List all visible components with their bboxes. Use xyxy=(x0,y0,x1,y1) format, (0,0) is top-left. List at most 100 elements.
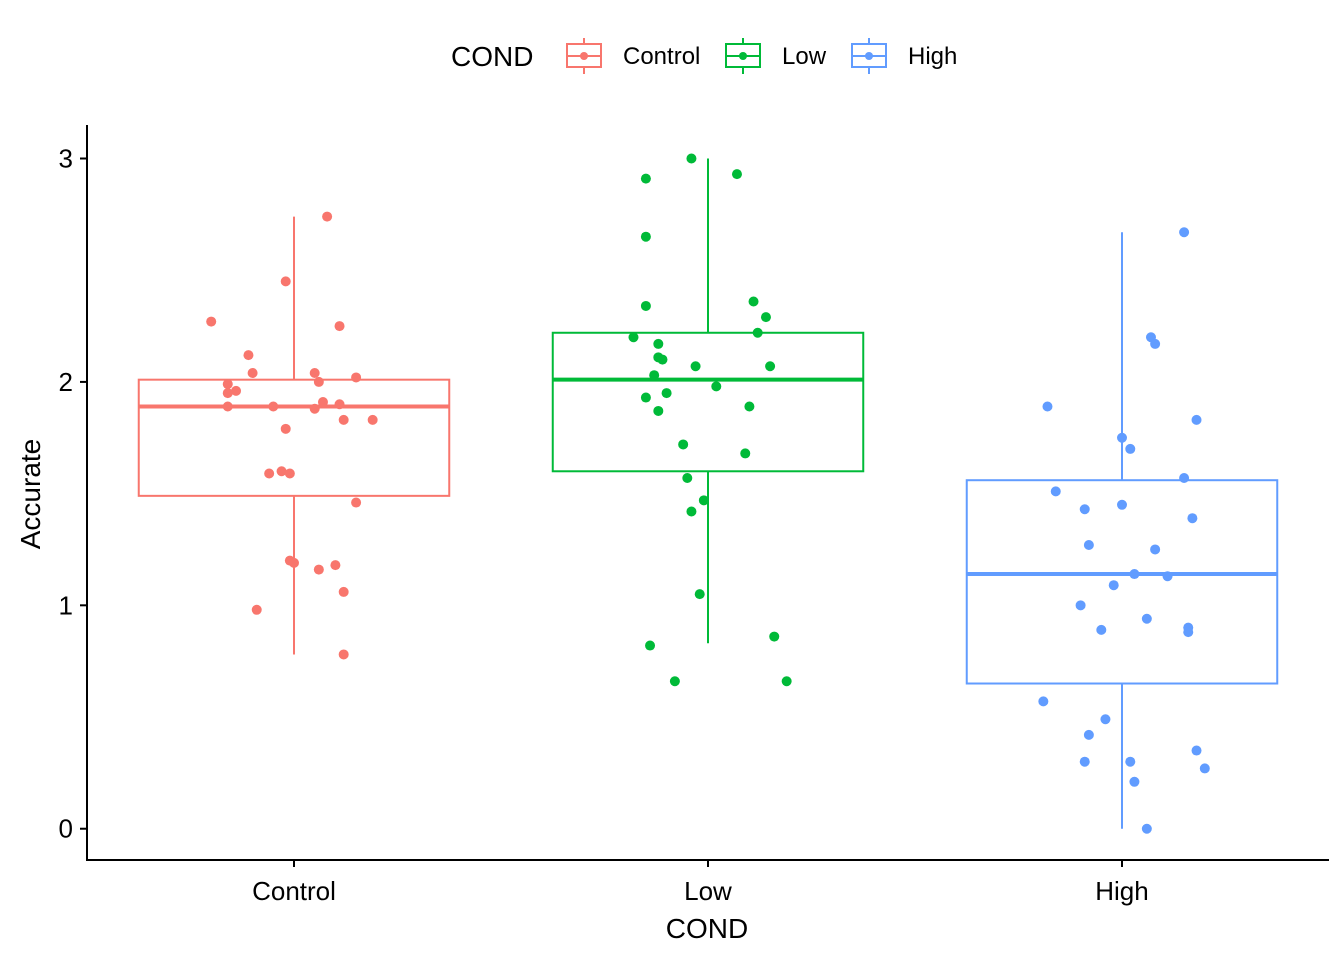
boxes-layer xyxy=(137,158,1279,829)
data-point xyxy=(1117,432,1127,443)
data-point xyxy=(338,414,349,425)
data-point xyxy=(222,401,233,412)
box-high xyxy=(965,232,1279,829)
data-point xyxy=(1191,745,1202,756)
data-point xyxy=(309,403,320,414)
data-point xyxy=(338,649,349,660)
data-point xyxy=(1150,544,1161,555)
data-point xyxy=(694,589,705,600)
data-point xyxy=(678,439,689,450)
legend-item-high: High xyxy=(851,38,957,74)
points-high xyxy=(1038,227,1210,834)
data-point xyxy=(781,676,792,687)
axes: 0 1 2 3 Control Low High xyxy=(59,125,1329,906)
legend-label: High xyxy=(908,43,957,70)
data-point xyxy=(1100,714,1111,725)
data-point xyxy=(330,560,341,571)
data-point xyxy=(640,173,651,184)
data-point xyxy=(1183,627,1194,638)
data-point xyxy=(686,506,697,517)
box-iqr xyxy=(965,479,1279,685)
data-point xyxy=(280,423,291,434)
data-point xyxy=(222,379,233,390)
data-point xyxy=(322,211,333,222)
data-point xyxy=(334,399,345,410)
data-point xyxy=(661,388,672,399)
y-tick-label: 1 xyxy=(59,590,73,620)
data-point xyxy=(1199,763,1210,774)
data-point xyxy=(351,372,362,383)
y-axis-title: Accurate xyxy=(15,439,46,550)
legend-label: Low xyxy=(782,43,827,70)
data-point xyxy=(334,321,345,332)
data-point xyxy=(1079,504,1090,515)
data-point xyxy=(247,367,258,378)
data-point xyxy=(1083,729,1094,740)
data-point xyxy=(1141,823,1152,834)
legend-item-control: Control xyxy=(566,38,700,74)
data-point xyxy=(1187,513,1198,524)
legend-key-point xyxy=(580,52,588,60)
data-point xyxy=(289,557,299,568)
data-point xyxy=(686,153,697,164)
data-point xyxy=(1083,540,1094,550)
legend-key-point xyxy=(739,52,747,60)
data-point xyxy=(765,361,776,372)
data-point xyxy=(1129,776,1140,787)
data-point xyxy=(1075,600,1086,611)
data-point xyxy=(1038,696,1049,707)
data-point xyxy=(313,564,324,575)
data-point xyxy=(206,316,217,327)
data-point xyxy=(1096,624,1107,635)
legend-label: Control xyxy=(623,43,700,70)
data-point xyxy=(284,468,295,479)
box-low xyxy=(551,158,865,644)
data-point xyxy=(351,497,362,508)
data-point xyxy=(690,361,701,372)
data-point xyxy=(760,312,771,323)
data-point xyxy=(1191,414,1202,425)
data-point xyxy=(748,296,759,307)
legend-item-low: Low xyxy=(725,38,827,74)
data-point xyxy=(222,388,233,399)
legend-title: COND xyxy=(451,41,533,72)
data-point xyxy=(1117,499,1127,510)
data-point xyxy=(309,367,320,378)
data-point xyxy=(657,354,668,365)
data-point xyxy=(251,604,262,615)
data-point xyxy=(682,472,693,483)
data-point xyxy=(769,631,780,642)
data-point xyxy=(1079,756,1090,767)
data-point xyxy=(276,466,287,477)
data-point xyxy=(640,300,651,311)
data-point xyxy=(1179,472,1190,483)
data-point xyxy=(698,495,709,506)
data-point xyxy=(367,414,378,425)
data-point xyxy=(744,401,755,412)
data-point xyxy=(669,676,680,687)
data-point xyxy=(649,370,660,381)
data-point xyxy=(731,169,742,180)
data-point xyxy=(1050,486,1061,497)
data-point xyxy=(1150,338,1161,349)
data-point xyxy=(1162,571,1173,582)
box-control xyxy=(137,216,451,655)
data-point xyxy=(243,350,254,361)
data-point xyxy=(711,381,722,392)
points-control xyxy=(206,211,378,660)
data-point xyxy=(1125,756,1136,767)
y-tick-label: 0 xyxy=(59,814,73,844)
data-point xyxy=(1125,443,1136,454)
data-point xyxy=(645,640,656,651)
data-point xyxy=(231,385,242,396)
data-point xyxy=(752,327,763,338)
x-tick-label: High xyxy=(1095,876,1148,906)
legend-key-point xyxy=(865,52,873,60)
data-point xyxy=(640,231,651,242)
data-point xyxy=(268,401,279,412)
points-layer xyxy=(206,153,1210,834)
data-point xyxy=(1141,613,1152,624)
y-tick-label: 2 xyxy=(59,367,73,397)
x-tick-label: Low xyxy=(684,876,732,906)
